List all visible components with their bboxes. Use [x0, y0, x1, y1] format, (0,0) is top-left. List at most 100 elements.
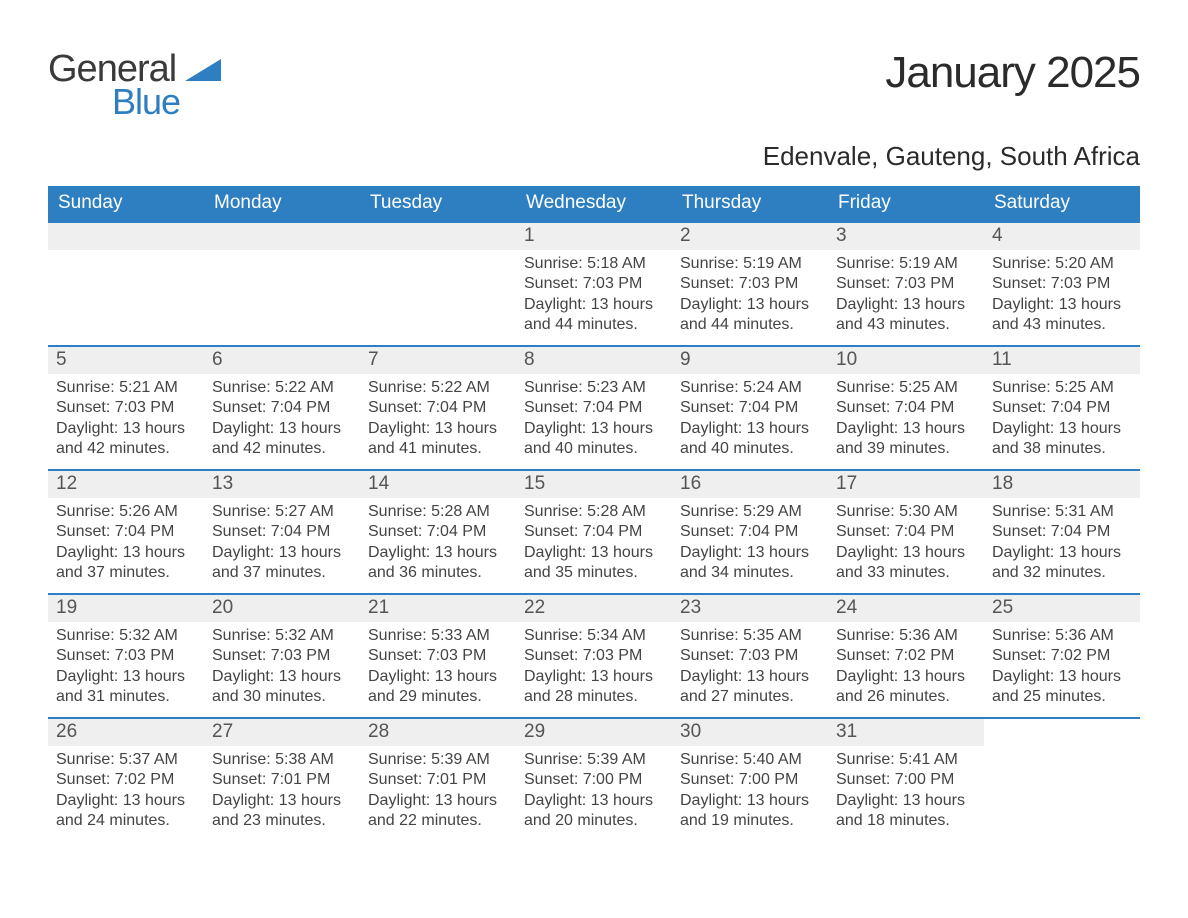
day-number: 18: [984, 471, 1140, 498]
brand-logo: General Blue: [48, 48, 221, 123]
sunrise-text: Sunrise: 5:22 AM: [212, 378, 352, 398]
sunset-text: Sunset: 7:03 PM: [56, 398, 196, 418]
sunrise-text: Sunrise: 5:28 AM: [368, 502, 508, 522]
weekday-header-cell: Thursday: [672, 186, 828, 221]
sunrise-text: Sunrise: 5:23 AM: [524, 378, 664, 398]
sunrise-text: Sunrise: 5:30 AM: [836, 502, 976, 522]
calendar-day-cell: 29Sunrise: 5:39 AMSunset: 7:00 PMDayligh…: [516, 719, 672, 841]
daylight-text: Daylight: 13 hours and 42 minutes.: [56, 419, 196, 460]
sunset-text: Sunset: 7:04 PM: [212, 522, 352, 542]
sunrise-text: Sunrise: 5:18 AM: [524, 254, 664, 274]
day-number: 23: [672, 595, 828, 622]
calendar-day-cell: 31Sunrise: 5:41 AMSunset: 7:00 PMDayligh…: [828, 719, 984, 841]
calendar-day-cell: 16Sunrise: 5:29 AMSunset: 7:04 PMDayligh…: [672, 471, 828, 593]
daylight-text: Daylight: 13 hours and 28 minutes.: [524, 667, 664, 708]
sunrise-text: Sunrise: 5:27 AM: [212, 502, 352, 522]
calendar-day-cell: 15Sunrise: 5:28 AMSunset: 7:04 PMDayligh…: [516, 471, 672, 593]
calendar-day-cell: 9Sunrise: 5:24 AMSunset: 7:04 PMDaylight…: [672, 347, 828, 469]
calendar-day-cell: [204, 223, 360, 345]
day-details: Sunrise: 5:40 AMSunset: 7:00 PMDaylight:…: [672, 746, 828, 838]
daylight-text: Daylight: 13 hours and 33 minutes.: [836, 543, 976, 584]
calendar-day-cell: 26Sunrise: 5:37 AMSunset: 7:02 PMDayligh…: [48, 719, 204, 841]
day-number: 11: [984, 347, 1140, 374]
day-details: Sunrise: 5:41 AMSunset: 7:00 PMDaylight:…: [828, 746, 984, 838]
daylight-text: Daylight: 13 hours and 43 minutes.: [836, 295, 976, 336]
day-number: 30: [672, 719, 828, 746]
daylight-text: Daylight: 13 hours and 44 minutes.: [680, 295, 820, 336]
daylight-text: Daylight: 13 hours and 24 minutes.: [56, 791, 196, 832]
calendar-day-cell: 30Sunrise: 5:40 AMSunset: 7:00 PMDayligh…: [672, 719, 828, 841]
calendar-table: SundayMondayTuesdayWednesdayThursdayFrid…: [48, 186, 1140, 841]
day-details: Sunrise: 5:33 AMSunset: 7:03 PMDaylight:…: [360, 622, 516, 714]
day-details: Sunrise: 5:22 AMSunset: 7:04 PMDaylight:…: [360, 374, 516, 466]
day-details: Sunrise: 5:38 AMSunset: 7:01 PMDaylight:…: [204, 746, 360, 838]
daylight-text: Daylight: 13 hours and 23 minutes.: [212, 791, 352, 832]
day-number: 6: [204, 347, 360, 374]
daylight-text: Daylight: 13 hours and 34 minutes.: [680, 543, 820, 584]
calendar-day-cell: 1Sunrise: 5:18 AMSunset: 7:03 PMDaylight…: [516, 223, 672, 345]
calendar-week-row: 5Sunrise: 5:21 AMSunset: 7:03 PMDaylight…: [48, 345, 1140, 469]
calendar-day-cell: 18 Sunrise: 5:31 AMSunset: 7:04 PMDayligh…: [984, 471, 1140, 593]
sunset-text: Sunset: 7:03 PM: [212, 646, 352, 666]
daylight-text: Daylight: 13 hours and 36 minutes.: [368, 543, 508, 584]
sunset-text: Sunset: 7:03 PM: [836, 274, 976, 294]
sunset-text: Sunset: 7:00 PM: [524, 770, 664, 790]
weekday-header-cell: Tuesday: [360, 186, 516, 221]
sunrise-text: Sunrise: 5:31 AM: [992, 502, 1132, 522]
day-number: 13: [204, 471, 360, 498]
day-details: Sunrise: 5:19 AMSunset: 7:03 PMDaylight:…: [828, 250, 984, 342]
daylight-text: Daylight: 13 hours and 31 minutes.: [56, 667, 196, 708]
day-number: 14: [360, 471, 516, 498]
daylight-text: Daylight: 13 hours and 39 minutes.: [836, 419, 976, 460]
page-title: January 2025: [885, 48, 1140, 98]
day-details: Sunrise: 5:28 AMSunset: 7:04 PMDaylight:…: [516, 498, 672, 590]
daylight-text: Daylight: 13 hours and 27 minutes.: [680, 667, 820, 708]
day-number: 7: [360, 347, 516, 374]
sunset-text: Sunset: 7:04 PM: [524, 522, 664, 542]
logo-wedge-icon: [185, 59, 221, 86]
day-details: Sunrise: 5:22 AMSunset: 7:04 PMDaylight:…: [204, 374, 360, 466]
calendar-day-cell: [984, 719, 1140, 841]
calendar-week-row: 1Sunrise: 5:18 AMSunset: 7:03 PMDaylight…: [48, 221, 1140, 345]
calendar-day-cell: 8Sunrise: 5:23 AMSunset: 7:04 PMDaylight…: [516, 347, 672, 469]
daylight-text: Daylight: 13 hours and 41 minutes.: [368, 419, 508, 460]
sunrise-text: Sunrise: 5:40 AM: [680, 750, 820, 770]
empty-day-header: [204, 223, 360, 250]
day-number: 12: [48, 471, 204, 498]
day-number: 4: [984, 223, 1140, 250]
daylight-text: Daylight: 13 hours and 43 minutes.: [992, 295, 1132, 336]
day-number: 15: [516, 471, 672, 498]
day-details: Sunrise: 5:25 AMSunset: 7:04 PMDaylight:…: [984, 374, 1140, 466]
day-number: 27: [204, 719, 360, 746]
sunrise-text: Sunrise: 5:33 AM: [368, 626, 508, 646]
sunset-text: Sunset: 7:02 PM: [56, 770, 196, 790]
calendar-day-cell: 2Sunrise: 5:19 AMSunset: 7:03 PMDaylight…: [672, 223, 828, 345]
sunset-text: Sunset: 7:04 PM: [836, 522, 976, 542]
daylight-text: Daylight: 13 hours and 18 minutes.: [836, 791, 976, 832]
day-details: Sunrise: 5:18 AMSunset: 7:03 PMDaylight:…: [516, 250, 672, 342]
day-details: Sunrise: 5:25 AMSunset: 7:04 PMDaylight:…: [828, 374, 984, 466]
day-number: 5: [48, 347, 204, 374]
logo-text-blue: Blue: [112, 81, 221, 123]
day-details: Sunrise: 5:28 AMSunset: 7:04 PMDaylight:…: [360, 498, 516, 590]
sunset-text: Sunset: 7:04 PM: [992, 398, 1132, 418]
calendar-day-cell: 13Sunrise: 5:27 AMSunset: 7:04 PMDayligh…: [204, 471, 360, 593]
daylight-text: Daylight: 13 hours and 32 minutes.: [992, 543, 1132, 584]
day-details: Sunrise: 5:36 AMSunset: 7:02 PMDaylight:…: [828, 622, 984, 714]
day-number: 3: [828, 223, 984, 250]
day-details: Sunrise: 5:23 AMSunset: 7:04 PMDaylight:…: [516, 374, 672, 466]
day-number: 17: [828, 471, 984, 498]
day-details: Sunrise: 5:35 AMSunset: 7:03 PMDaylight:…: [672, 622, 828, 714]
sunset-text: Sunset: 7:04 PM: [992, 522, 1132, 542]
sunrise-text: Sunrise: 5:35 AM: [680, 626, 820, 646]
daylight-text: Daylight: 13 hours and 26 minutes.: [836, 667, 976, 708]
sunset-text: Sunset: 7:04 PM: [368, 398, 508, 418]
sunset-text: Sunset: 7:04 PM: [212, 398, 352, 418]
calendar-week-row: 26Sunrise: 5:37 AMSunset: 7:02 PMDayligh…: [48, 717, 1140, 841]
calendar-day-cell: 25Sunrise: 5:36 AMSunset: 7:02 PMDayligh…: [984, 595, 1140, 717]
calendar-day-cell: 22Sunrise: 5:34 AMSunset: 7:03 PMDayligh…: [516, 595, 672, 717]
daylight-text: Daylight: 13 hours and 40 minutes.: [524, 419, 664, 460]
day-number: 28: [360, 719, 516, 746]
calendar-day-cell: 3Sunrise: 5:19 AMSunset: 7:03 PMDaylight…: [828, 223, 984, 345]
sunset-text: Sunset: 7:03 PM: [680, 274, 820, 294]
